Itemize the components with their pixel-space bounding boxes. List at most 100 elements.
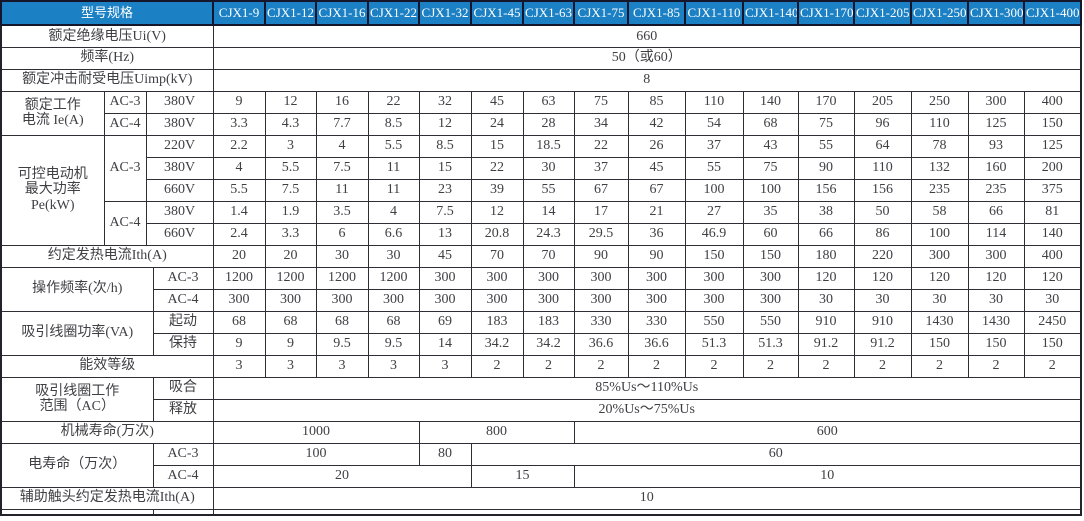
value-cell: 6 xyxy=(315,222,369,246)
value-cell: 68 xyxy=(742,112,799,136)
value-cell: 3 xyxy=(367,354,420,378)
value-cell: 80 xyxy=(418,442,472,466)
row-label: 约定发热电流Ith(A) xyxy=(0,244,214,268)
value-cell: 200 xyxy=(1023,156,1082,180)
value-cell: 54 xyxy=(684,112,744,136)
value-cell: 68 xyxy=(212,310,266,334)
value-cell: 30 xyxy=(910,288,969,312)
table-row: 操作频率(次/h) AC-3 1200 1200 1200 1200 300 300 300 30… xyxy=(0,266,1082,312)
row-label: 辅助触头约定发热电流Ith(A) xyxy=(0,486,214,510)
value-cell: 800 xyxy=(418,420,575,444)
row-sublabel: 380V xyxy=(145,112,214,136)
value-cell: 42 xyxy=(627,112,686,136)
value-cell: 55 xyxy=(522,178,575,202)
value-cell: 1.4 xyxy=(212,200,266,224)
value-cell: 91.2 xyxy=(853,332,912,356)
table-row: 额定工作 电流 Ie(A) AC-3 380V 9 12 16 22 32 45 63 75 85 11… xyxy=(0,90,1082,136)
table-row: AC-4 380V 3.3 4.3 7.7 8.5 12 24 28 34 42 54 68 75 96 11… xyxy=(1,112,1082,136)
value-cell: 58 xyxy=(910,200,969,224)
value-cell: 300 xyxy=(742,266,799,290)
value-cell: 660 xyxy=(212,24,1082,48)
value-cell: 120 xyxy=(853,266,912,290)
value-cell: 125 xyxy=(1023,134,1082,158)
value-cell: 68 xyxy=(367,310,420,334)
row-label: 吸引线圈工作 范围（AC） xyxy=(0,376,154,422)
table-row: 吸引线圈功率(VA) 起动 68 68 68 68 69 183 183 330 330 550 550… xyxy=(0,310,1082,356)
value-cell: 910 xyxy=(797,310,855,334)
value-cell: 27 xyxy=(684,200,744,224)
value-cell: 75 xyxy=(797,112,855,136)
value-cell: 7.5 xyxy=(315,156,369,180)
value-cell: 81 xyxy=(1023,200,1082,224)
row-label: 频率(Hz) xyxy=(0,46,214,70)
row-sublabel: 起动 xyxy=(152,310,214,334)
value-cell: 17 xyxy=(573,200,629,224)
value-cell: 4 xyxy=(315,134,369,158)
column-header-cjx1-63: CJX1-63 xyxy=(522,0,576,26)
value-cell: 156 xyxy=(853,178,912,202)
table-row: 辅助触头约定发热电流Ith(A) 10 xyxy=(0,486,1082,510)
value-cell: 3 xyxy=(418,354,472,378)
value-cell: 15 xyxy=(418,156,472,180)
row-label: 额定绝缘电压Ui(V) xyxy=(0,24,214,48)
value-cell: 66 xyxy=(797,222,855,246)
column-header-cjx1-12: CJX1-12 xyxy=(264,0,318,26)
row-sublabel: 660V xyxy=(145,222,214,246)
value-cell: 50 xyxy=(853,200,912,224)
value-cell: 1430 xyxy=(910,310,969,334)
value-cell: 2 xyxy=(853,354,912,378)
column-header-cjx1-140: CJX1-140 xyxy=(742,0,800,26)
row-sublabel: 380V xyxy=(145,200,214,224)
value-cell: 2 xyxy=(910,354,969,378)
value-cell: 2.4 xyxy=(212,222,266,246)
value-cell: 50（或60） xyxy=(212,46,1082,70)
value-cell: 220 xyxy=(853,244,912,268)
value-cell: 7.5 xyxy=(264,178,317,202)
value-cell: 37 xyxy=(573,156,629,180)
value-cell: 35 xyxy=(742,200,799,224)
value-cell: 15 xyxy=(470,134,524,158)
value-cell: 55 xyxy=(684,156,744,180)
value-cell: 300 xyxy=(522,288,575,312)
value-cell: 910 xyxy=(853,310,912,334)
value-cell: 160 xyxy=(967,156,1025,180)
value-cell: 150 xyxy=(910,332,969,356)
value-cell: 180 xyxy=(797,244,855,268)
row-sublabel xyxy=(152,508,214,515)
value-cell: 3 xyxy=(212,354,266,378)
value-cell: 1200 xyxy=(212,266,266,290)
value-cell: 60 xyxy=(742,222,799,246)
row-sublabel: AC-4 xyxy=(103,200,147,246)
row-sublabel: AC-3 xyxy=(152,442,214,466)
value-cell: 2 xyxy=(470,354,524,378)
value-cell: 23 xyxy=(418,178,472,202)
value-cell: 205 xyxy=(853,90,912,114)
value-cell: 300 xyxy=(742,288,799,312)
value-cell: 30 xyxy=(367,244,420,268)
value-cell: 43 xyxy=(742,134,799,158)
value-cell: 10 xyxy=(212,486,1082,510)
value-cell: 235 xyxy=(967,178,1025,202)
value-cell: 5.5 xyxy=(212,178,266,202)
table-row: 约定发热电流Ith(A) 20 20 30 30 45 70 70 90 90 150 150 180 2… xyxy=(0,244,1082,268)
table-row: 机械寿命(万次) 1000 800 600 xyxy=(0,420,1082,444)
value-cell: 90 xyxy=(573,244,629,268)
value-cell: 110 xyxy=(853,156,912,180)
column-header-cjx1-32: CJX1-32 xyxy=(418,0,473,26)
table-row: 380V 4 5.5 7.5 11 15 22 30 37 45 55 75 90 110 132 160 20… xyxy=(1,156,1082,180)
value-cell: 14 xyxy=(418,332,472,356)
row-label: 操作频率(次/h) xyxy=(0,266,154,312)
spec-table-body: 额定绝缘电压Ui(V) 660 频率(Hz) 50（或60） 额定冲击耐受电压Uimp(… xyxy=(0,24,1082,515)
value-cell: 2 xyxy=(573,354,629,378)
row-label: 能效等级 xyxy=(0,354,214,378)
value-cell: 300 xyxy=(315,288,369,312)
value-cell: 375 xyxy=(1023,178,1082,202)
value-cell: 20 xyxy=(212,244,266,268)
value-cell: 300 xyxy=(967,90,1025,114)
value-cell: 9.5 xyxy=(367,332,420,356)
table-row: AC-4 380V 1.4 1.9 3.5 4 7.5 12 14 17 21 27 35 38 50 58 6… xyxy=(1,200,1082,246)
value-cell: 400 xyxy=(1023,90,1082,114)
value-cell: 114 xyxy=(967,222,1025,246)
value-cell: 300 xyxy=(967,244,1025,268)
value-cell: 21 xyxy=(627,200,686,224)
